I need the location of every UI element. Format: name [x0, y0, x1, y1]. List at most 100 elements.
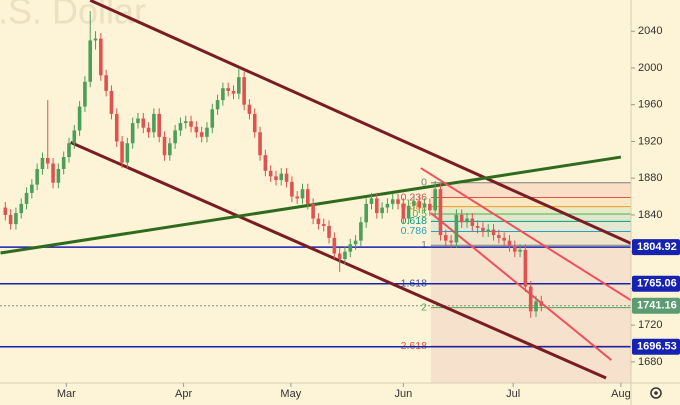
y-tick-label: 1920 [638, 135, 662, 147]
candle-body [61, 157, 66, 169]
candle-body [449, 240, 453, 243]
candle-body [353, 240, 358, 245]
candle-body [385, 203, 390, 208]
fib-label: 0.786 [401, 225, 427, 237]
candle-body [56, 168, 61, 183]
candle-body [178, 123, 183, 131]
candle-body [518, 249, 522, 252]
candle-body [364, 203, 368, 223]
candle-body [125, 143, 130, 163]
candle-body [88, 40, 93, 82]
x-tick-label: Aug [611, 388, 631, 400]
candle-body [481, 227, 485, 232]
fib-band [430, 214, 631, 222]
candle-body [443, 235, 448, 241]
price-tag [632, 275, 680, 292]
candle-body [136, 118, 140, 124]
candle-body [83, 81, 87, 107]
gear-center[interactable] [654, 391, 658, 395]
candle-body [237, 77, 241, 94]
candle-body [369, 198, 374, 204]
trend-line [420, 167, 631, 302]
candle-body [491, 229, 496, 236]
price-tag [632, 297, 680, 314]
y-tick-label: 1840 [638, 209, 662, 221]
candle-body [3, 207, 8, 215]
candle-body [14, 213, 18, 225]
candle-body [168, 143, 172, 156]
fib-label: 0.5 [412, 208, 427, 220]
candle-body [348, 244, 353, 252]
fib-label: 2 [421, 301, 427, 313]
x-tick-label: May [280, 388, 301, 400]
candle-body [99, 38, 103, 76]
fib-label: 0 [421, 177, 427, 189]
price-tag-label: 1804.92 [637, 241, 677, 253]
candle-body [146, 127, 151, 133]
candle-body [390, 199, 395, 204]
candle-body [359, 222, 363, 241]
y-tick-label: 2040 [638, 25, 662, 37]
fib-band [430, 197, 631, 207]
candle-body [290, 181, 294, 197]
trend-line [89, 0, 631, 245]
candle-body [157, 113, 162, 137]
candle-body [401, 203, 406, 219]
candle-body [242, 77, 246, 105]
fib-label: 1 [421, 239, 427, 251]
candle-body [337, 253, 342, 260]
candle-body [40, 157, 45, 169]
price-tag-label: 1765.06 [637, 278, 677, 290]
settings-icon[interactable] [650, 387, 662, 399]
candle-body [428, 203, 432, 211]
candle-body [374, 198, 379, 214]
candle-body [327, 225, 331, 238]
candle-body [152, 113, 156, 133]
price-tag [632, 338, 680, 355]
candle-body [114, 113, 119, 142]
candle-body [433, 189, 437, 211]
candle-body [51, 163, 55, 183]
y-tick-label: 1880 [638, 172, 662, 184]
x-tick-label: Mar [57, 388, 76, 400]
candle-body [258, 132, 262, 156]
candle-body [194, 126, 199, 133]
candle-body [199, 132, 204, 137]
candle-body [263, 155, 268, 171]
candle-body [422, 203, 427, 208]
plot-area: U.S. Dollar 00.2360.3820.50.6180.78611.6… [0, 0, 631, 383]
candle-body [396, 199, 400, 204]
candle-body [454, 214, 459, 243]
candle-body [311, 203, 315, 219]
candle-body [221, 88, 225, 101]
candle-body [274, 176, 278, 181]
candle-body [316, 218, 321, 225]
x-tick-label: Jun [394, 388, 412, 400]
candle-body [523, 249, 528, 287]
fib-band [430, 182, 631, 198]
fib-band [430, 221, 631, 232]
x-tick-label: Apr [175, 388, 192, 400]
candle-body [507, 240, 512, 247]
candle-body [459, 214, 464, 223]
candle-body [502, 237, 506, 241]
gear[interactable] [650, 387, 662, 399]
candle-body [35, 168, 39, 185]
candle-body [279, 173, 284, 181]
candle-body [120, 141, 124, 163]
candle-body [295, 196, 299, 199]
y-tick-label: 2000 [638, 62, 662, 74]
candle-body [162, 136, 167, 156]
candle-body [231, 90, 236, 94]
candle-body [247, 104, 252, 114]
price-tag-label: 1696.53 [637, 341, 677, 353]
candle-body [528, 286, 533, 312]
price-tag-label: 1741.16 [637, 300, 677, 312]
candle-body [24, 192, 29, 204]
candle-body [252, 113, 257, 133]
candle-body [72, 130, 77, 144]
candle-body [343, 251, 347, 260]
candle-body [77, 106, 82, 131]
